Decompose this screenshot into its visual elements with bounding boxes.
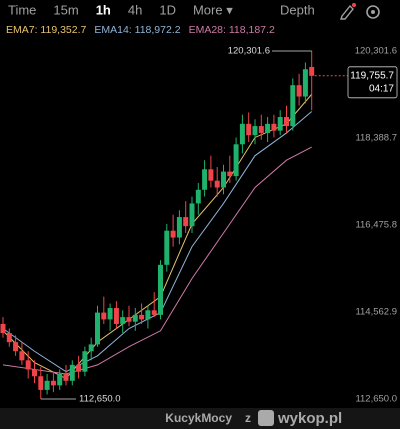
candle-body [0, 323, 6, 334]
ema-legend: EMA28: 118,187.2 [189, 24, 275, 36]
depth-tab[interactable]: Depth [280, 2, 315, 17]
candle-body [284, 117, 289, 127]
candle-body [13, 342, 19, 352]
candle-body [214, 180, 220, 188]
countdown: 04:17 [369, 83, 394, 94]
candle-body [202, 169, 208, 190]
candle-body [132, 314, 138, 322]
low-label: 112,650.0 [79, 394, 121, 405]
candle-body [107, 308, 113, 320]
candle-body [252, 126, 258, 136]
timeframe-tab[interactable]: Time [8, 2, 36, 17]
high-label: 120,301.6 [228, 45, 270, 56]
candle-body [296, 85, 302, 97]
ema-legend: EMA7: 119,352.7 [6, 24, 87, 36]
candle-body [120, 317, 126, 324]
candle-body [170, 230, 176, 238]
y-tick-label: 120,301.6 [355, 45, 397, 56]
candle-body [38, 376, 44, 390]
y-tick-label: 112,650.0 [355, 394, 397, 405]
candle-body [265, 123, 271, 133]
last-price-label: 119,755.7 [350, 70, 394, 81]
y-tick-label: 118,388.7 [355, 132, 397, 143]
candle-body [82, 351, 88, 372]
draw-icon[interactable] [340, 3, 356, 20]
candle-body [19, 351, 25, 361]
candle-body [277, 117, 283, 131]
candle-body [57, 373, 63, 386]
timeframe-tab[interactable]: 1h [96, 2, 111, 17]
timeframe-tab[interactable]: 1D [159, 2, 176, 17]
footer-site: wykop.pl [277, 410, 342, 427]
candle-body [6, 333, 12, 343]
candle-body [176, 217, 182, 238]
candle-body [145, 310, 151, 320]
candle-body [50, 380, 56, 386]
last-price-box [347, 66, 398, 99]
candle-body [25, 360, 31, 370]
candle-body [158, 264, 163, 315]
candle-body [44, 380, 50, 390]
toolbar: Time 15m 1h 4h 1D More ▾ [8, 2, 233, 17]
footer [0, 408, 400, 429]
candle-body [271, 123, 277, 131]
candle-body [233, 144, 239, 177]
candle-body [246, 123, 252, 136]
candle-body [239, 123, 245, 145]
candle-body [76, 364, 82, 372]
candle-body [32, 369, 37, 377]
footer-joiner: z [245, 411, 251, 425]
candle-body [113, 308, 119, 324]
candle-body [302, 69, 308, 97]
site-logo [258, 410, 274, 426]
ema-legend: EMA14: 118,972.2 [94, 24, 180, 36]
ema-line [2, 146, 312, 375]
y-tick-label: 116,475.8 [355, 220, 397, 231]
y-tick-label: 114,562.9 [355, 307, 397, 318]
candle-body [258, 126, 264, 133]
candle-body [139, 314, 145, 320]
settings-icon[interactable] [366, 5, 380, 19]
candle-body [183, 217, 189, 227]
candle-body [151, 310, 157, 315]
candle-body [290, 85, 296, 127]
candle-body [164, 230, 170, 265]
candle-body [95, 312, 100, 345]
footer-user: KucykMocy [165, 411, 232, 425]
candle-body [63, 373, 69, 381]
candle-body [101, 312, 107, 320]
candle-body [69, 364, 75, 381]
candle-body [126, 317, 132, 322]
candle-body [208, 169, 214, 181]
timeframe-tab[interactable]: More ▾ [193, 2, 233, 17]
candle-body [189, 203, 195, 227]
candle-body [309, 66, 315, 76]
candle-body [88, 344, 94, 352]
candle-body [227, 171, 233, 177]
candle-body [221, 171, 226, 188]
timeframe-tab[interactable]: 15m [53, 2, 78, 17]
timeframe-tab[interactable]: 4h [128, 2, 142, 17]
candle-body [195, 189, 201, 204]
